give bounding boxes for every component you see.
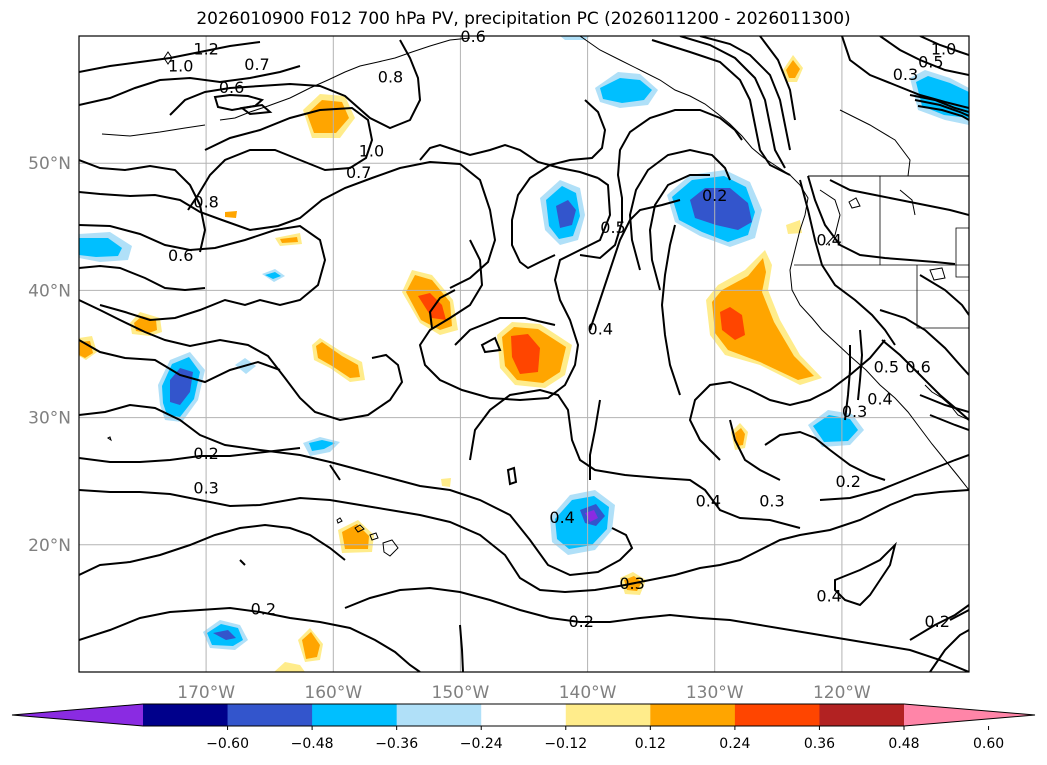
contour-label: 0.2 <box>251 599 276 618</box>
contour-label: 0.4 <box>588 320 613 339</box>
contour-label: 0.5 <box>874 358 899 377</box>
contour-label: 0.4 <box>816 231 841 250</box>
coastlines <box>101 36 969 557</box>
colorbar-outline <box>11 703 1036 727</box>
colorbar-segment <box>396 704 482 726</box>
colorbar-tick-label: 0.12 <box>635 736 666 752</box>
colorbar-tick-label: 0.36 <box>804 736 835 752</box>
colorbar-tick-label: 0.24 <box>719 736 750 752</box>
graticule <box>79 36 969 672</box>
contour-label: 0.7 <box>346 163 371 182</box>
colorbar-tick-label: −0.12 <box>544 736 587 752</box>
colorbar-tick-label: 0.48 <box>888 736 919 752</box>
contour-label: 0.6 <box>905 358 930 377</box>
colorbar-tick-label: 0.60 <box>973 736 1004 752</box>
contour-label: 0.2 <box>702 186 727 205</box>
contour-label: 0.2 <box>835 472 860 491</box>
contour-label: 0.3 <box>759 491 784 510</box>
contour-label: 0.6 <box>168 246 193 265</box>
lon-tick-label: 170°W <box>177 683 235 703</box>
contour-label: 0.3 <box>842 402 867 421</box>
longitude-tick-labels: 170°W 160°W 150°W 140°W 130°W 120°W <box>177 683 871 703</box>
contour-label: 0.5 <box>600 218 625 237</box>
lon-tick-label: 120°W <box>813 683 871 703</box>
contour-label: 0.8 <box>378 68 403 87</box>
colorbar-tick-label: −0.48 <box>291 736 334 752</box>
lat-tick-label: 40°N <box>28 281 71 301</box>
lat-tick-label: 50°N <box>28 154 71 174</box>
contour-label: 0.3 <box>193 479 218 498</box>
contour-label: 0.2 <box>924 612 949 631</box>
latitude-tick-labels: 20°N 30°N 40°N 50°N <box>28 154 71 556</box>
colorbar-segment <box>312 704 398 726</box>
colorbar-tick-label: −0.36 <box>375 736 418 752</box>
contour-label: 0.6 <box>460 27 485 46</box>
colorbar-extend-high <box>904 704 1035 726</box>
contour-label: 0.7 <box>244 55 269 74</box>
contour-label: 1.0 <box>168 56 193 75</box>
contour-label: 0.3 <box>619 574 644 593</box>
contour-label: 0.4 <box>816 587 841 606</box>
pv-contours <box>79 36 969 672</box>
colorbar-segment <box>819 704 905 726</box>
contour-label: 0.5 <box>918 52 943 71</box>
colorbar-segment <box>734 704 820 726</box>
contour-label: 1.0 <box>359 141 384 160</box>
contour-label: 0.4 <box>549 508 574 527</box>
lat-tick-label: 30°N <box>28 409 71 429</box>
contour-label: 0.4 <box>696 491 721 510</box>
colorbar-segment <box>227 704 313 726</box>
lat-tick-label: 20°N <box>28 536 71 556</box>
contour-label: 0.8 <box>193 192 218 211</box>
colorbar-tick-label: −0.24 <box>460 736 503 752</box>
contour-label: 0.4 <box>867 390 892 409</box>
colorbar-extend-low <box>12 704 143 726</box>
colorbar-segment <box>565 704 651 726</box>
contour-label: 0.6 <box>219 78 244 97</box>
contour-labels: 1.21.00.60.70.81.00.70.80.60.20.50.40.40… <box>168 27 956 631</box>
colorbar-tick-label: −0.60 <box>206 736 249 752</box>
contour-label: 1.2 <box>193 40 218 59</box>
colorbar-segment <box>650 704 736 726</box>
colorbar-segment <box>481 704 567 726</box>
colorbar-segment <box>143 704 229 726</box>
plot-title: 2026010900 F012 700 hPa PV, precipitatio… <box>196 9 851 29</box>
contour-label: 0.3 <box>893 65 918 84</box>
lon-tick-label: 150°W <box>432 683 490 703</box>
contour-label: 0.2 <box>193 444 218 463</box>
contour-label: 1.0 <box>931 40 956 59</box>
lon-tick-label: 160°W <box>304 683 362 703</box>
contour-label: 0.2 <box>568 612 593 631</box>
map-frame <box>78 35 970 673</box>
lon-tick-label: 140°W <box>559 683 617 703</box>
colorbar: −0.60 −0.48 −0.36 −0.24 −0.12 0.12 0.24 0.36 0.4… <box>11 703 1036 752</box>
lon-tick-label: 130°W <box>686 683 744 703</box>
